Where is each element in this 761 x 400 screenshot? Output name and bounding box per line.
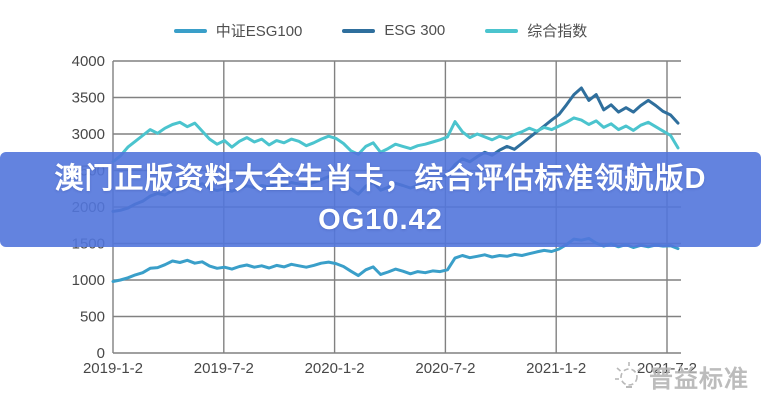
y-tick-label: 4000	[72, 53, 105, 70]
legend-swatch-composite	[485, 28, 519, 33]
banner-title-line1: 澳门正版资料大全生肖卡，综合评估标准领航版D	[54, 162, 707, 195]
y-tick-label: 1000	[72, 272, 105, 289]
watermark-text: 晋益标准	[649, 366, 749, 393]
legend-label-composite: 综合指数	[527, 23, 588, 40]
y-tick-label: 0	[97, 345, 105, 362]
x-tick-label: 2021-1-2	[526, 360, 586, 377]
banner-title-line2: OG10.42	[318, 203, 443, 236]
legend-item-esg100: 中证ESG100	[173, 20, 303, 41]
legend-item-esg300: ESG 300	[342, 22, 445, 39]
legend-item-composite: 综合指数	[485, 20, 587, 41]
legend-label-esg300: ESG 300	[384, 22, 446, 39]
x-tick-label: 2019-1-2	[83, 360, 143, 377]
legend-swatch-esg100	[173, 28, 207, 33]
y-tick-label: 3000	[72, 126, 105, 143]
x-tick-label: 2020-7-2	[415, 360, 475, 377]
legend-swatch-esg300	[342, 28, 376, 33]
lightbulb-icon	[615, 362, 642, 388]
legend-label-esg100: 中证ESG100	[215, 23, 303, 40]
x-tick-label: 2020-1-2	[305, 360, 365, 377]
legend: 中证ESG100 ESG 300 综合指数	[0, 20, 761, 41]
title-banner: 澳门正版资料大全生肖卡，综合评估标准领航版D OG10.42	[0, 152, 761, 247]
y-tick-label: 500	[80, 309, 105, 326]
series-line	[111, 116, 680, 164]
y-tick-label: 3500	[72, 90, 105, 107]
watermark: 晋益标准	[612, 358, 749, 394]
x-tick-label: 2019-7-2	[194, 360, 254, 377]
x-tick-label: 2021-7-2	[637, 360, 697, 377]
